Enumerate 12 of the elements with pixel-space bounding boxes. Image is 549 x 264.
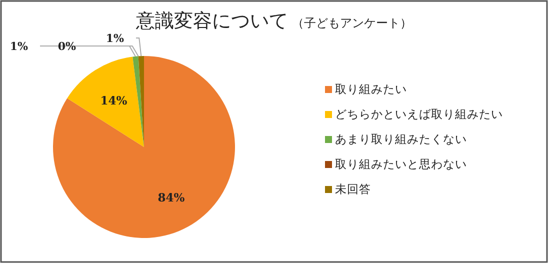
data-label: 1% — [106, 32, 125, 45]
chart-subtitle: （子どもアンケート） — [292, 16, 412, 30]
data-label: 84% — [158, 190, 185, 204]
legend-label: あまり取り組みたくない — [335, 132, 467, 146]
data-label: 14% — [100, 93, 128, 108]
legend-label: 取り組みたいと思わない — [335, 157, 467, 171]
chart-title: 意識変容について — [135, 10, 288, 32]
text: 0% — [58, 40, 76, 53]
legend-label: 取り組みたい — [335, 82, 407, 96]
data-label: 1% — [10, 40, 29, 53]
legend-label: 未回答 — [335, 182, 371, 196]
legend-label: どちらかといえば取り組みたい — [335, 107, 503, 121]
